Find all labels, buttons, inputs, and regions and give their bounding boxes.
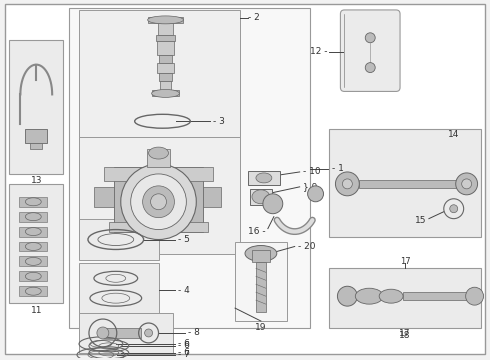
Ellipse shape [131,174,186,230]
Text: - 20: - 20 [298,242,315,251]
Ellipse shape [143,186,174,218]
Bar [252,251,270,262]
Bar [159,55,172,63]
Circle shape [336,172,359,196]
Text: 16 -: 16 - [248,227,266,236]
Bar [79,219,159,260]
Text: - 6: - 6 [178,348,190,357]
Bar [69,8,310,328]
Bar [79,10,240,137]
Ellipse shape [147,16,183,24]
Bar [79,313,173,353]
Bar [109,222,208,231]
Bar [359,180,459,188]
Text: 11: 11 [30,306,42,315]
Bar [248,171,280,185]
Bar [20,271,47,281]
Bar [151,90,179,96]
Text: - 2: - 2 [248,13,260,22]
Bar [103,328,141,338]
Text: - 7: - 7 [178,350,190,359]
Bar [403,292,470,300]
Bar [156,41,174,55]
Bar [9,40,63,174]
Text: } 9: } 9 [303,183,317,192]
Text: 17: 17 [399,329,411,338]
Ellipse shape [252,190,270,204]
Text: 15: 15 [416,216,427,225]
Ellipse shape [121,164,196,239]
Ellipse shape [256,173,272,183]
Circle shape [365,63,375,73]
Text: 12 -: 12 - [310,47,327,56]
Bar [147,17,183,23]
FancyBboxPatch shape [341,10,400,91]
Bar [30,143,42,149]
Bar [20,197,47,207]
Ellipse shape [148,147,169,159]
Bar [160,81,172,90]
Bar [20,212,47,222]
Circle shape [308,186,323,202]
Ellipse shape [151,89,179,98]
Bar [250,189,272,205]
Circle shape [338,286,357,306]
Bar [94,187,114,207]
Bar [203,187,221,207]
Bar [159,73,172,81]
Bar [114,167,203,231]
Text: 19: 19 [255,324,267,333]
Bar [20,256,47,266]
Text: - 4: - 4 [178,286,190,295]
Bar [25,129,47,143]
Ellipse shape [379,289,403,303]
Bar [20,242,47,252]
Bar [155,35,175,41]
Circle shape [450,205,458,213]
Text: - 6: - 6 [178,341,190,350]
Circle shape [365,33,375,43]
Bar [20,226,47,237]
Text: - 6: - 6 [178,339,190,348]
Bar [20,286,47,296]
Ellipse shape [245,246,277,261]
Circle shape [343,179,352,189]
Bar [104,167,213,181]
Text: - 5: - 5 [178,235,190,244]
Circle shape [462,179,471,189]
Bar [256,262,266,312]
Circle shape [97,327,109,339]
Text: 18: 18 [399,332,411,341]
Bar [329,268,481,328]
Text: 14: 14 [448,130,460,139]
Ellipse shape [355,288,383,304]
Bar [235,242,287,321]
Text: - 3: - 3 [213,117,225,126]
Bar [158,23,173,35]
Ellipse shape [150,194,167,210]
Circle shape [145,329,152,337]
Circle shape [263,194,283,214]
Text: - 1: - 1 [332,165,344,174]
Text: 17: 17 [400,257,410,266]
Text: - 10: - 10 [303,167,320,176]
Bar [9,184,63,303]
Circle shape [456,173,478,195]
Bar [147,149,171,167]
Bar [79,137,240,255]
Circle shape [466,287,484,305]
Bar [329,129,481,237]
Bar [156,63,174,73]
Text: - 8: - 8 [188,328,200,337]
Bar [79,264,159,313]
Text: 13: 13 [30,176,42,185]
